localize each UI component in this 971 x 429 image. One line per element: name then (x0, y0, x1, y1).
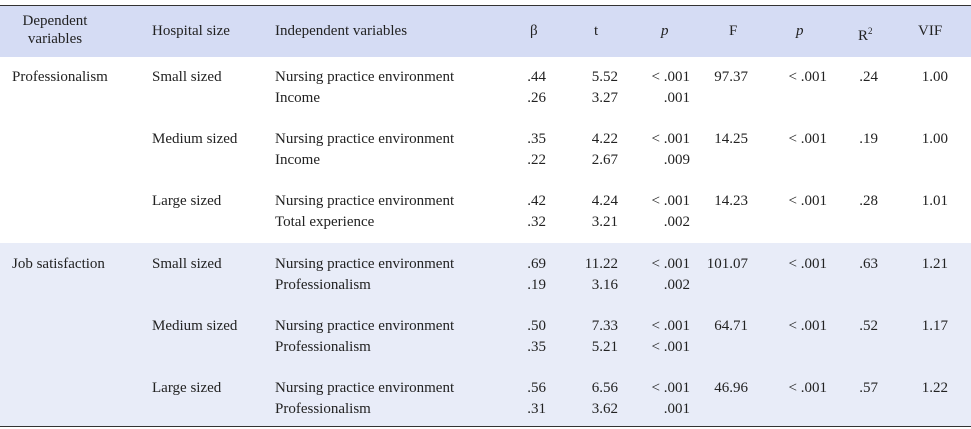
table-cell: Small sized (152, 256, 222, 272)
table-cell: .22 (527, 152, 546, 168)
table-cell: Total experience (275, 214, 375, 230)
table-cell: .002 (663, 214, 690, 230)
table-cell: Professionalism (12, 69, 108, 85)
table-cell: 4.24 (591, 193, 618, 209)
header-cell: VIF (918, 23, 943, 39)
table-cell: .32 (527, 214, 546, 230)
table-cell: 3.62 (591, 401, 618, 417)
table-cell: .52 (859, 318, 878, 334)
table-cell: .63 (859, 256, 878, 272)
table-cell: Professionalism (275, 339, 371, 355)
table-cell: < .001 (651, 193, 690, 209)
table-cell: .26 (527, 90, 546, 106)
table-cell: 14.25 (714, 131, 748, 147)
table-cell: < .001 (788, 318, 827, 334)
table-cell: < .001 (651, 318, 690, 334)
table-cell: 1.17 (921, 318, 948, 334)
header-cell: F (729, 23, 738, 39)
group-band (0, 243, 971, 426)
header-cell: t (594, 23, 599, 39)
header-cell: Independent variables (275, 23, 408, 39)
table-cell: .56 (527, 380, 546, 396)
table-cell: Nursing practice environment (275, 318, 455, 334)
table-cell: Nursing practice environment (275, 131, 455, 147)
table-cell: Income (275, 90, 320, 106)
table-cell: Nursing practice environment (275, 193, 455, 209)
table-cell: 7.33 (591, 318, 618, 334)
table-cell: Small sized (152, 69, 222, 85)
table-cell: 3.16 (591, 277, 618, 293)
header-band (0, 5, 971, 57)
header-text: R (858, 28, 869, 44)
table-cell: Professionalism (275, 401, 371, 417)
table-cell: < .001 (651, 69, 690, 85)
table-cell: 5.52 (591, 69, 618, 85)
table-cell: .001 (663, 401, 690, 417)
table-cell: .35 (527, 131, 546, 147)
table-cell: .002 (663, 277, 690, 293)
table-cell: < .001 (788, 69, 827, 85)
table-cell: .009 (663, 152, 690, 168)
table-cell: Large sized (152, 193, 222, 209)
header-cell: Hospital size (152, 23, 230, 39)
table-cell: 97.37 (714, 69, 748, 85)
top-rule (0, 5, 971, 6)
table-cell: 3.21 (591, 214, 618, 230)
table-cell: .001 (663, 90, 690, 106)
table-cell: .69 (527, 256, 546, 272)
table-cell: .50 (527, 318, 546, 334)
table-cell: .19 (859, 131, 878, 147)
table-cell: Professionalism (275, 277, 371, 293)
table-cell: .44 (527, 69, 546, 85)
table-cell: < .001 (788, 193, 827, 209)
table-cell: 1.00 (921, 69, 948, 85)
header-cell: p (661, 23, 669, 39)
table-cell: 14.23 (714, 193, 748, 209)
header-cell: β (530, 23, 538, 39)
table-cell: Nursing practice environment (275, 256, 455, 272)
table-cell: 1.01 (921, 193, 948, 209)
table-cell: 6.56 (591, 380, 618, 396)
table-cell: .57 (859, 380, 878, 396)
table-cell: < .001 (651, 256, 690, 272)
table-cell: 101.07 (706, 256, 748, 272)
bottom-rule (0, 426, 971, 427)
table-cell: 11.22 (584, 256, 618, 272)
header-cell: p (796, 23, 804, 39)
table-cell: 1.22 (921, 380, 948, 396)
table-cell: .19 (527, 277, 546, 293)
table-cell: < .001 (651, 380, 690, 396)
table-cell: < .001 (651, 131, 690, 147)
table-cell: < .001 (788, 131, 827, 147)
table-cell: < .001 (788, 380, 827, 396)
table-cell: Medium sized (152, 131, 238, 147)
header-cell: R2 (858, 22, 873, 45)
table-cell: Nursing practice environment (275, 69, 455, 85)
table-cell: Large sized (152, 380, 222, 396)
table-cell: .35 (527, 339, 546, 355)
table-cell: 64.71 (714, 318, 748, 334)
table-cell: 46.96 (714, 380, 748, 396)
table-cell: 5.21 (591, 339, 618, 355)
superscript: 2 (868, 26, 873, 36)
table-cell: Nursing practice environment (275, 380, 455, 396)
table-cell: 4.22 (591, 131, 618, 147)
header-cell: Dependent variables (22, 13, 88, 47)
table-cell: .31 (527, 401, 546, 417)
table-cell: 2.67 (591, 152, 618, 168)
table-cell: < .001 (651, 339, 690, 355)
table-cell: 3.27 (591, 90, 618, 106)
table-cell: 1.00 (921, 131, 948, 147)
table-cell: Medium sized (152, 318, 238, 334)
table-cell: Income (275, 152, 320, 168)
table-cell: 1.21 (921, 256, 948, 272)
table-cell: Job satisfaction (12, 256, 105, 272)
table-cell: .28 (859, 193, 878, 209)
table-cell: < .001 (788, 256, 827, 272)
table-cell: .24 (859, 69, 878, 85)
table-cell: .42 (527, 193, 546, 209)
